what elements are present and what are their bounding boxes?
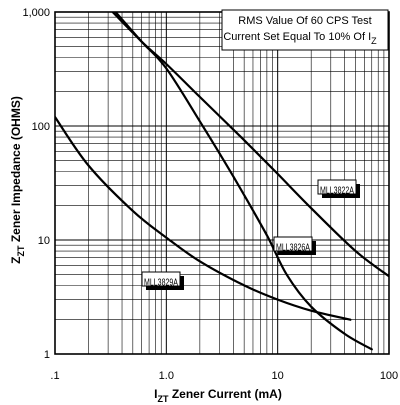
series-line-mll3826a (114, 12, 373, 351)
x-tick-label: 1.0 (159, 370, 174, 382)
series-line-mll3829a (55, 115, 352, 321)
test-condition-note: RMS Value Of 60 CPS Test Current Set Equ… (221, 9, 389, 51)
y-tick-label: 10 (38, 235, 50, 247)
svg-text:MLL3826A: MLL3826A (276, 243, 310, 254)
svg-text:MLL3822A: MLL3822A (320, 186, 354, 197)
series-label-mll3826a: MLL3826A (273, 236, 316, 255)
x-tick-label: 10 (272, 370, 284, 382)
y-tick-label: 1 (44, 349, 50, 361)
y-tick-label: 100 (32, 121, 50, 133)
svg-text:Current Set Equal To 10% Of IZ: Current Set Equal To 10% Of IZ (223, 31, 377, 46)
svg-text:MLL3829A: MLL3829A (144, 278, 178, 289)
y-axis-title: ZZT Zener Impedance (OHMS) (9, 96, 26, 264)
x-tick-label: .1 (50, 370, 59, 382)
y-tick-label: 1,000 (22, 7, 50, 19)
series-label-mll3822a: MLL3822A (317, 179, 360, 198)
x-tick-label: 100 (380, 370, 398, 382)
x-axis-title: IZT Zener Current (mA) (154, 387, 282, 404)
series-label-mll3829a: MLL3829A (141, 271, 184, 290)
svg-text:RMS Value Of 60 CPS Test: RMS Value Of 60 CPS Test (238, 15, 371, 27)
